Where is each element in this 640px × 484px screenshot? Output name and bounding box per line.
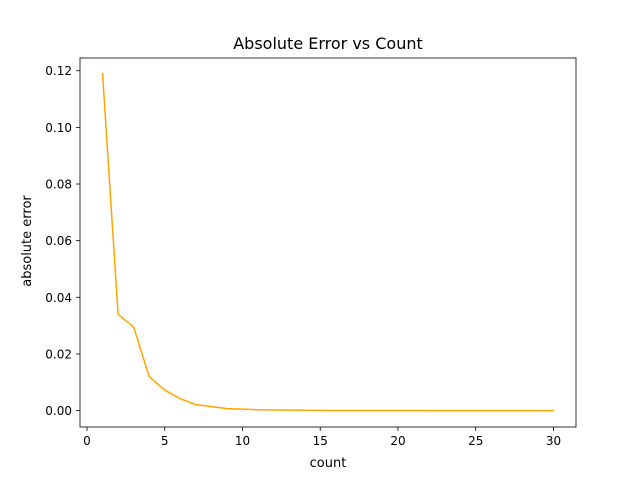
y-tick-label: 0.12: [45, 64, 72, 78]
y-tick-label: 0.06: [45, 234, 72, 248]
x-tick-label: 20: [390, 434, 405, 448]
y-tick-label: 0.10: [45, 121, 72, 135]
x-tick-label: 0: [83, 434, 91, 448]
series-line-0: [101, 72, 555, 412]
y-axis-label: absolute error: [20, 195, 35, 287]
plot-area: 0 5 10 15 20 25 30 0.00 0.02 0.04 0.06 0.08 0.10 0.12: [45, 57, 577, 448]
x-axis-label: count: [310, 456, 347, 471]
x-tick-label: 30: [546, 434, 561, 448]
x-tick-label: 25: [468, 434, 483, 448]
y-tick-label: 0.04: [45, 291, 72, 305]
chart-title: Absolute Error vs Count: [233, 34, 423, 53]
y-tick-label: 0.08: [45, 178, 72, 192]
x-tick-label: 5: [161, 434, 169, 448]
y-tick-label: 0.00: [45, 404, 72, 418]
x-tick-label: 10: [235, 434, 250, 448]
y-tick-label: 0.02: [45, 347, 72, 361]
axes-frame: [79, 57, 577, 428]
axes-background: [80, 58, 576, 427]
x-tick-label: 15: [313, 434, 328, 448]
